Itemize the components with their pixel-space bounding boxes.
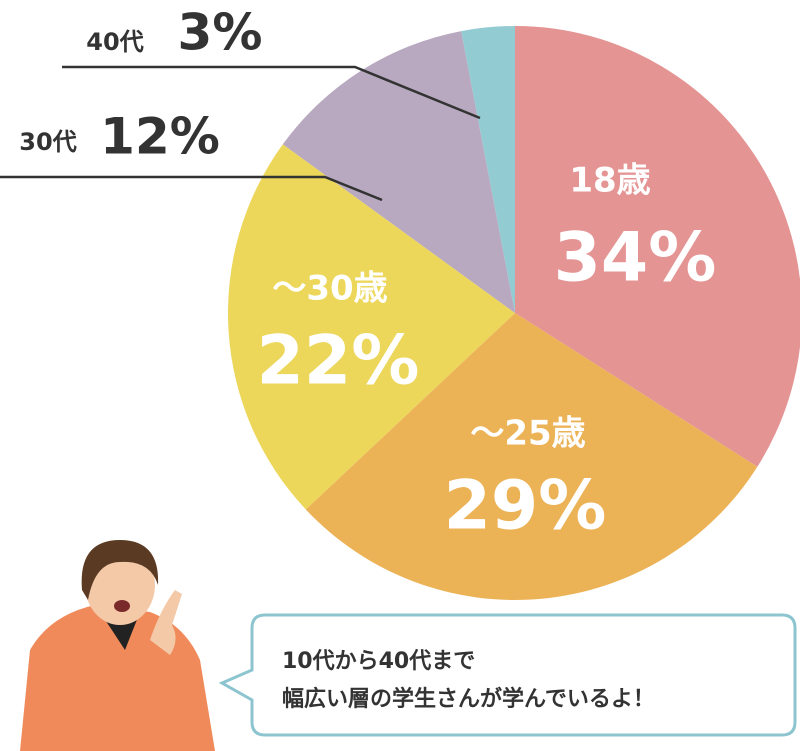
bubble-shape [218,613,797,737]
value-label: 29% [444,467,607,546]
pie-slice [461,26,515,313]
hand [150,590,182,655]
bubble-text: 10代から40代まで [282,649,475,674]
value-label: 3% [178,4,263,62]
pie-slice [305,313,758,600]
category-label: 40代 [86,28,143,56]
bubble-text: 幅広い層の学生さんが学んでいるよ！ [282,686,655,712]
value-label: 34% [554,219,717,298]
person [20,540,215,751]
leader-line [62,65,481,120]
leader-lines [0,65,481,202]
value-label: 22% [257,322,420,401]
category-label: ～25歳 [470,414,585,454]
leader-line [0,175,383,202]
speech-bubble: 10代から40代まで 幅広い層の学生さんが学んでいるよ！ [218,613,797,737]
category-label: 30代 [19,128,76,156]
mouth [114,600,130,612]
pie-slice [227,144,515,510]
category-label: 18歳 [569,161,650,201]
value-label: 12% [100,108,220,166]
pie [227,26,800,600]
hair [81,540,159,600]
pie-slice [515,26,800,467]
pie-slice [282,31,515,314]
category-label: ～30歳 [272,269,387,309]
